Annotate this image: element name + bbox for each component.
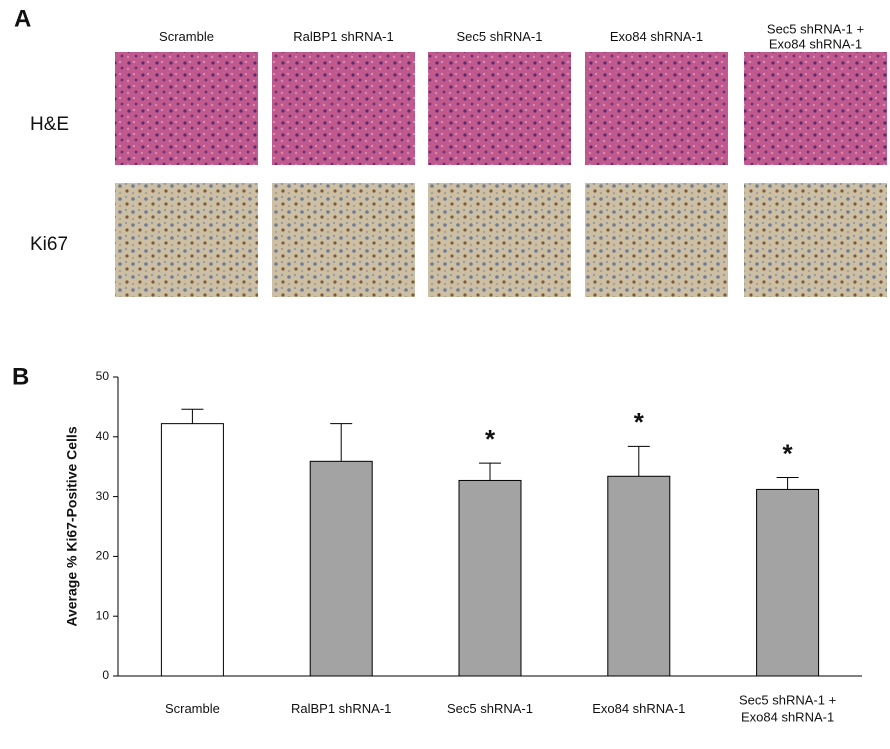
x-tick-label: RalBP1 shRNA-1 [291,701,391,716]
y-tick-label: 0 [102,668,109,682]
he-image [272,52,415,165]
x-tick-label: Exo84 shRNA-1 [592,701,685,716]
significance-marker: * [783,438,794,468]
ki67-image [428,183,571,297]
chart: B Average % Ki67-Positive Cells 0 10 20 30 40 5… [12,363,862,725]
y-tick-label: 10 [96,608,110,622]
he-image [428,52,571,165]
ki67-image [115,183,258,297]
column-label: RalBP1 shRNA-1 [293,29,393,44]
y-tick-label: 30 [96,489,110,503]
row-label: Ki67 [30,234,68,255]
bar [160,423,224,677]
panel-label: B [12,363,29,390]
significance-marker: * [634,407,645,437]
ki67-image [272,183,415,297]
image-grid: Scramble RalBP1 shRNA-1 Sec5 shRNA-1 Exo84 … [30,22,887,297]
significance-marker: * [485,424,496,454]
column-label: Sec5 shRNA-1 + Exo84 shRNA-1 [767,22,864,52]
bar [309,460,373,677]
he-image [744,52,887,165]
x-tick-label: Sec5 shRNA-1 [447,701,533,716]
he-image [585,52,728,165]
y-tick-label: 50 [96,369,110,383]
ki67-image [744,183,887,297]
y-axis-label: Average % Ki67-Positive Cells [64,426,80,626]
y-tick-label: 20 [96,549,110,563]
bar [458,479,522,677]
column-label: Exo84 shRNA-1 [610,29,703,44]
he-image [115,52,258,165]
ki67-image [585,183,728,297]
column-label: Sec5 shRNA-1 [457,29,543,44]
panel-label: A [14,5,31,32]
row-label: H&E [30,114,69,135]
x-tick-label: Sec5 shRNA-1 + Exo84 shRNA-1 [739,693,836,725]
x-tick-label: Scramble [165,701,220,716]
column-label: Scramble [159,29,214,44]
y-tick-label: 40 [96,429,110,443]
bar [756,488,820,677]
bar [607,475,671,677]
